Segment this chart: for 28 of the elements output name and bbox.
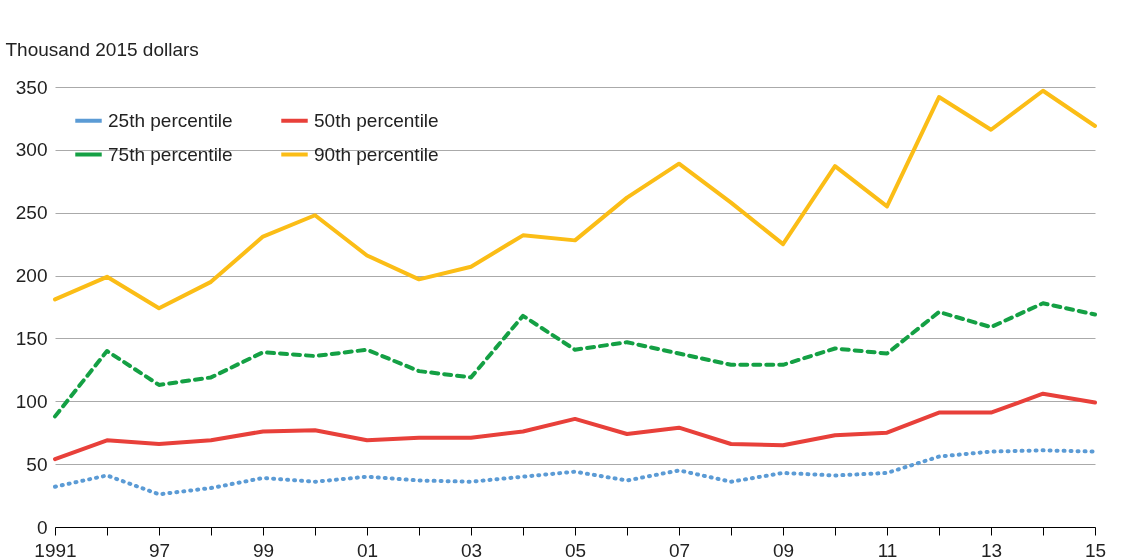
- x-tick-label: 01: [356, 539, 379, 557]
- x-tick-label: 97: [148, 539, 171, 557]
- x-tick-label: 13: [980, 539, 1003, 557]
- legend-label: 75th percentile: [108, 143, 233, 165]
- y-tick-label: 100: [15, 390, 48, 412]
- x-tick-label: 1991: [34, 539, 77, 557]
- legend-label: 90th percentile: [314, 143, 439, 165]
- y-tick-label: 150: [15, 327, 48, 349]
- legend-label: 25th percentile: [108, 109, 233, 131]
- x-tick-label: 09: [772, 539, 795, 557]
- line-series: [53, 301, 1097, 419]
- x-tick-label: 05: [564, 539, 587, 557]
- line-series: [53, 391, 1097, 462]
- y-tick-label: 350: [15, 76, 48, 98]
- y-tick-label: 250: [15, 202, 48, 224]
- y-tick-label: 50: [26, 453, 48, 475]
- line-series: [53, 448, 1097, 497]
- y-tick-label: 200: [15, 265, 48, 287]
- legend-label: 50th percentile: [314, 109, 439, 131]
- y-axis-title: Thousand 2015 dollars: [5, 38, 199, 60]
- y-tick-label: 300: [15, 139, 48, 161]
- line-series: [53, 88, 1097, 311]
- x-tick-label: 03: [460, 539, 483, 557]
- y-tick-label: 0: [36, 516, 48, 538]
- x-tick-label: 07: [668, 539, 691, 557]
- x-tick-label: 99: [252, 539, 275, 557]
- x-tick-label: 15: [1084, 539, 1107, 557]
- x-tick-label: 11: [877, 539, 898, 557]
